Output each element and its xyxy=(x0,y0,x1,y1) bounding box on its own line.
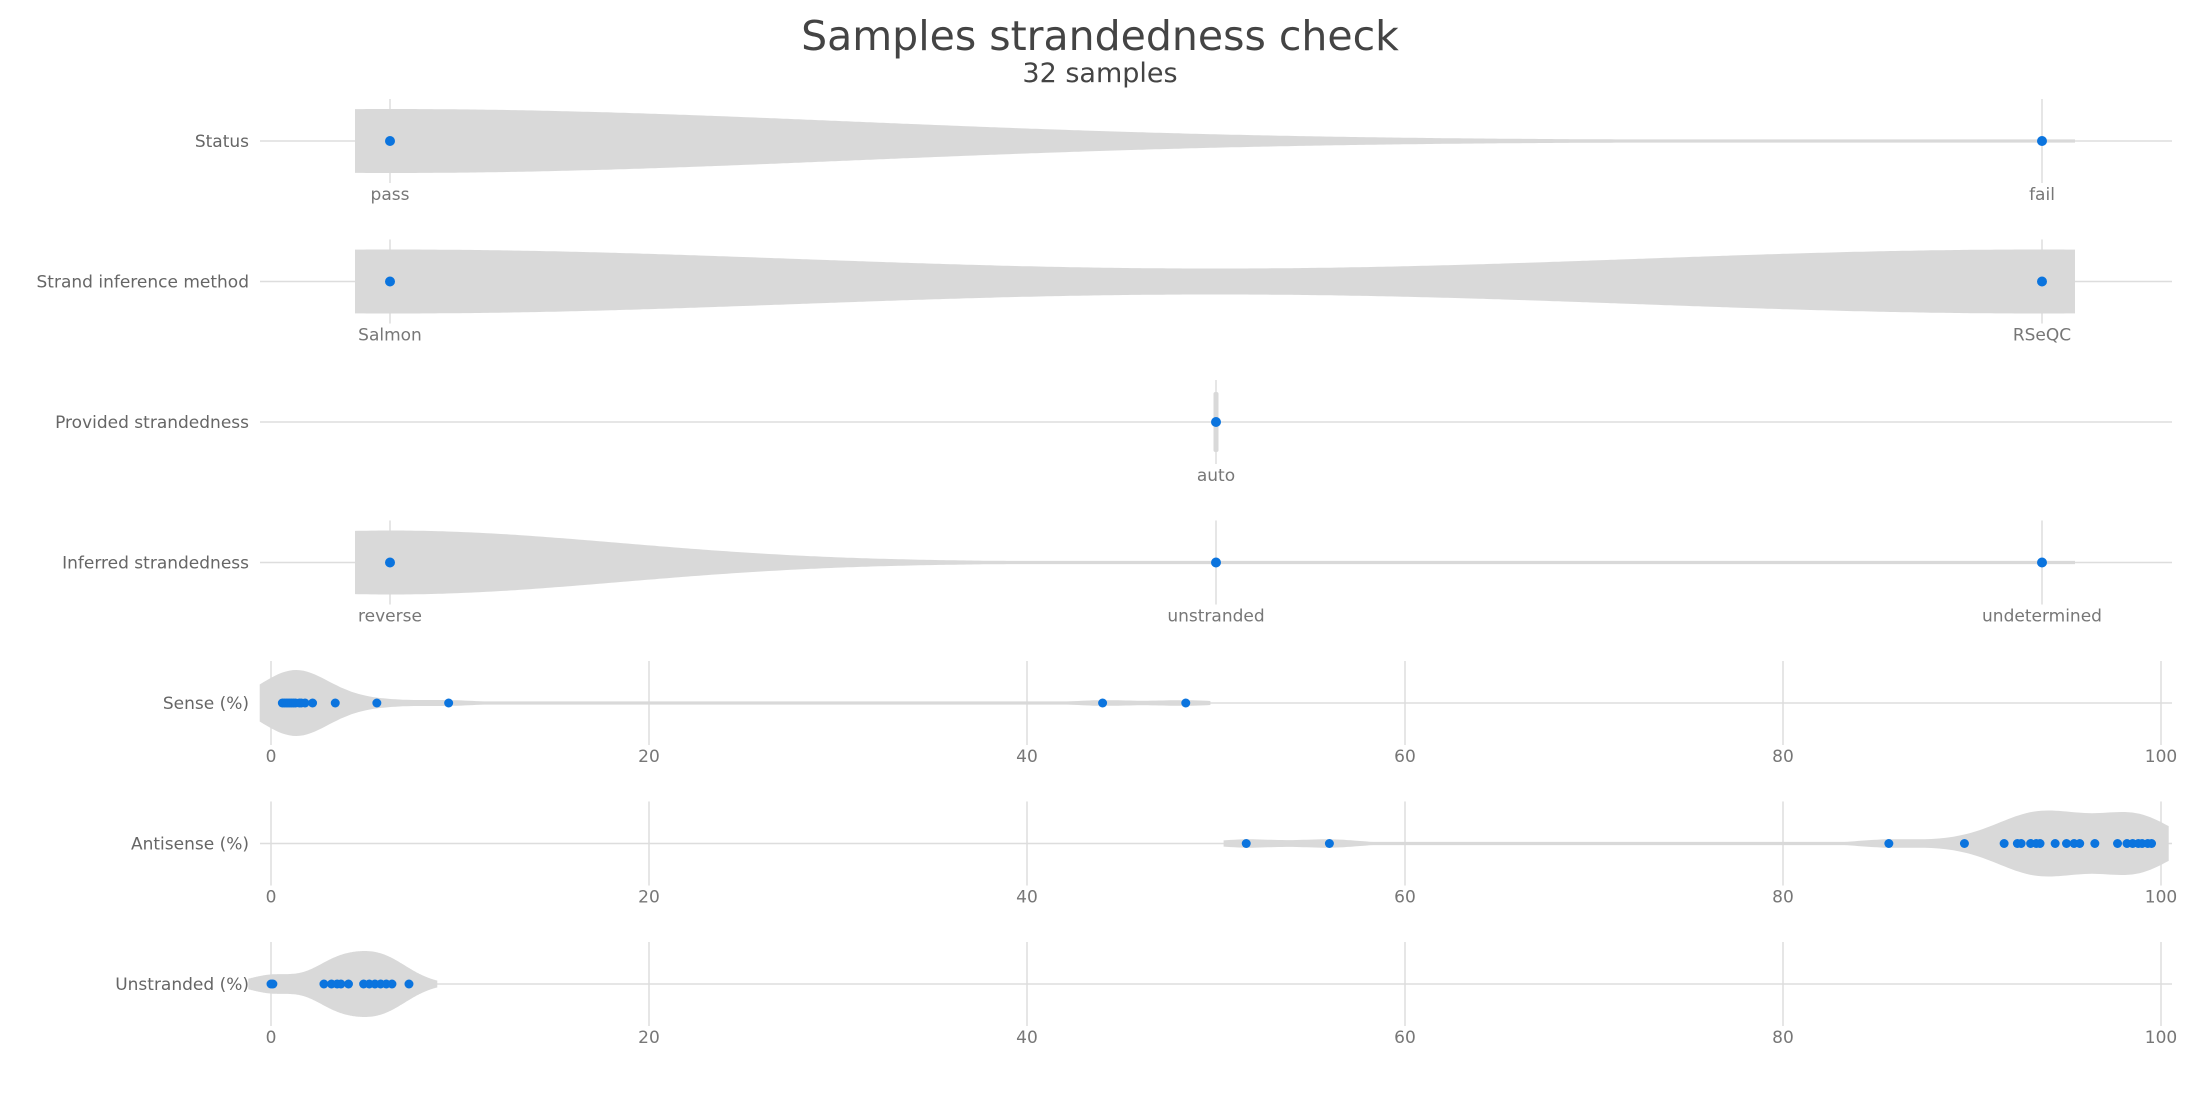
data-point-status-pass xyxy=(385,136,395,146)
data-point-sense-10 xyxy=(300,698,310,708)
tick-label-inferred-strandedness-unstranded: unstranded xyxy=(1167,607,1264,627)
data-point-antisense-6 xyxy=(2016,839,2026,848)
tick-label-antisense-60: 60 xyxy=(1394,888,1416,908)
data-point-antisense-21 xyxy=(2147,839,2157,848)
tick-label-unstranded-100: 100 xyxy=(2145,1028,2177,1048)
data-point-inferred-strandedness-unstranded xyxy=(1211,557,1221,568)
data-point-inferred-strandedness-reverse xyxy=(385,557,395,568)
row-label-sense: Sense (%) xyxy=(163,694,249,714)
tick-label-antisense-100: 100 xyxy=(2145,888,2177,908)
tick-label-status-fail: fail xyxy=(2029,185,2055,205)
tick-label-unstranded-60: 60 xyxy=(1394,1028,1416,1048)
tick-label-inferred-strandedness-reverse: reverse xyxy=(358,607,422,627)
tick-label-antisense-0: 0 xyxy=(266,888,277,908)
tick-label-unstranded-0: 0 xyxy=(266,1028,277,1048)
row-label-unstranded: Unstranded (%) xyxy=(115,975,249,995)
data-point-antisense-13 xyxy=(2075,839,2085,848)
data-point-antisense-2 xyxy=(1884,839,1894,848)
violin-status xyxy=(355,109,2075,173)
tick-label-sense-0: 0 xyxy=(266,747,277,767)
data-point-unstranded-1 xyxy=(268,979,278,989)
data-point-antisense-3 xyxy=(1959,839,1969,848)
data-point-inferred-strandedness-undetermined xyxy=(2037,557,2047,568)
data-point-unstranded-12 xyxy=(387,979,397,989)
row-label-status: Status xyxy=(195,132,249,152)
tick-label-sense-100: 100 xyxy=(2145,747,2177,767)
tick-label-antisense-40: 40 xyxy=(1016,888,1038,908)
data-point-antisense-15 xyxy=(2113,839,2123,848)
tick-label-sense-40: 40 xyxy=(1016,747,1038,767)
data-point-antisense-10 xyxy=(2050,839,2060,848)
data-point-status-fail xyxy=(2037,136,2047,146)
data-point-antisense-0 xyxy=(1241,839,1251,848)
tick-label-unstranded-20: 20 xyxy=(638,1028,660,1048)
data-point-sense-12 xyxy=(330,698,340,708)
data-point-antisense-9 xyxy=(2035,839,2045,848)
data-point-sense-11 xyxy=(308,698,318,708)
data-point-antisense-14 xyxy=(2090,839,2100,848)
data-point-sense-14 xyxy=(444,698,454,708)
data-point-antisense-1 xyxy=(1324,839,1334,848)
tick-label-sense-20: 20 xyxy=(638,747,660,767)
data-point-antisense-11 xyxy=(2062,839,2071,848)
data-point-unstranded-6 xyxy=(343,979,353,989)
row-label-inferred-strandedness: Inferred strandedness xyxy=(62,554,249,574)
tick-label-antisense-80: 80 xyxy=(1772,888,1794,908)
tick-label-strand-inference-method-salmon: Salmon xyxy=(358,326,422,346)
data-point-unstranded-13 xyxy=(404,979,414,989)
chart-subtitle: 32 samples xyxy=(1022,58,1178,89)
row-label-provided-strandedness: Provided strandedness xyxy=(55,413,249,433)
data-point-provided-strandedness-auto xyxy=(1211,417,1221,427)
violin-antisense xyxy=(1223,810,2169,877)
data-point-sense-15 xyxy=(1098,698,1108,708)
data-point-strand-inference-method-rseqc xyxy=(2037,276,2047,287)
tick-label-unstranded-40: 40 xyxy=(1016,1028,1038,1048)
tick-label-inferred-strandedness-undetermined: undetermined xyxy=(1982,607,2102,627)
chart-title: Samples strandedness check xyxy=(801,12,1399,60)
tick-label-status-pass: pass xyxy=(371,185,410,205)
tick-label-sense-60: 60 xyxy=(1394,747,1416,767)
tick-label-unstranded-80: 80 xyxy=(1772,1028,1794,1048)
row-label-strand-inference-method: Strand inference method xyxy=(37,273,249,293)
tick-label-antisense-20: 20 xyxy=(638,888,660,908)
tick-label-provided-strandedness-auto: auto xyxy=(1197,466,1235,486)
tick-label-sense-80: 80 xyxy=(1772,747,1794,767)
data-point-unstranded-5 xyxy=(336,979,346,989)
data-point-sense-16 xyxy=(1181,698,1191,708)
tick-label-strand-inference-method-rseqc: RSeQC xyxy=(2013,326,2071,346)
data-point-unstranded-2 xyxy=(319,979,329,989)
data-point-antisense-4 xyxy=(1999,839,2009,848)
data-point-strand-inference-method-salmon xyxy=(385,276,395,287)
violin-strand-inference-method xyxy=(355,249,2075,314)
data-point-sense-13 xyxy=(372,698,382,708)
row-label-antisense: Antisense (%) xyxy=(131,835,249,855)
violin-sense xyxy=(259,670,1211,736)
